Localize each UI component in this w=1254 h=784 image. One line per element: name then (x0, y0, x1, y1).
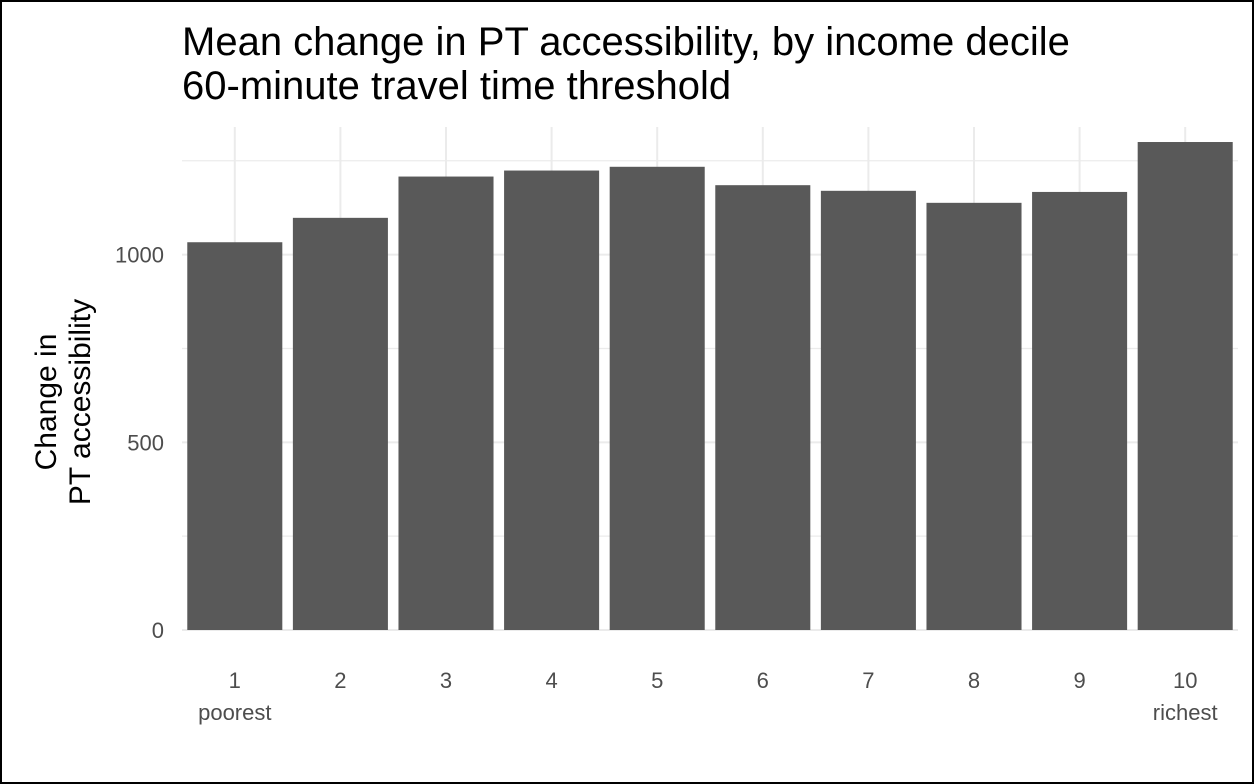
bar-decile-9 (1032, 191, 1128, 630)
bar-layer (187, 142, 1233, 631)
y-tick-label: 0 (152, 618, 164, 643)
x-tick-layer: 1 poorest 2 3 4 5 6 7 8 9 10 richest (198, 668, 1217, 725)
y-tick-layer: 0 500 1000 (115, 243, 164, 643)
bar-decile-7 (820, 190, 916, 631)
bar-decile-2 (292, 217, 388, 630)
bar-decile-3 (398, 176, 494, 630)
y-tick-label: 1000 (115, 243, 164, 268)
bar-decile-1 (187, 242, 283, 630)
chart-title-block: Mean change in PT accessibility, by inco… (182, 20, 1070, 108)
x-tick-label: 2 (334, 668, 346, 693)
y-axis-label-line-1: Change in (30, 334, 63, 471)
x-tick-label: 1 (229, 668, 241, 693)
x-tick-sublabel: richest (1153, 700, 1218, 725)
y-axis-label: Change in PT accessibility (16, 212, 112, 592)
chart-subtitle: 60-minute travel time threshold (182, 64, 732, 108)
x-tick-label: 4 (545, 668, 557, 693)
x-tick-label: 6 (757, 668, 769, 693)
bar-decile-6 (715, 185, 811, 630)
x-tick-sublabel: poorest (198, 700, 271, 725)
x-tick-label: 10 (1173, 668, 1197, 693)
x-tick-label: 8 (968, 668, 980, 693)
y-axis-label-line-2: PT accessibility (64, 299, 97, 505)
bar-decile-5 (609, 166, 705, 630)
y-tick-label: 500 (127, 430, 164, 455)
x-tick-label: 3 (440, 668, 452, 693)
bar-decile-10 (1137, 142, 1233, 630)
x-tick-label: 5 (651, 668, 663, 693)
y-axis-label-svg: Change in PT accessibility (30, 299, 97, 505)
bar-decile-4 (504, 170, 600, 631)
bar-decile-8 (926, 202, 1022, 630)
x-tick-label: 9 (1073, 668, 1085, 693)
chart-title: Mean change in PT accessibility, by inco… (182, 20, 1070, 64)
x-tick-label: 7 (862, 668, 874, 693)
